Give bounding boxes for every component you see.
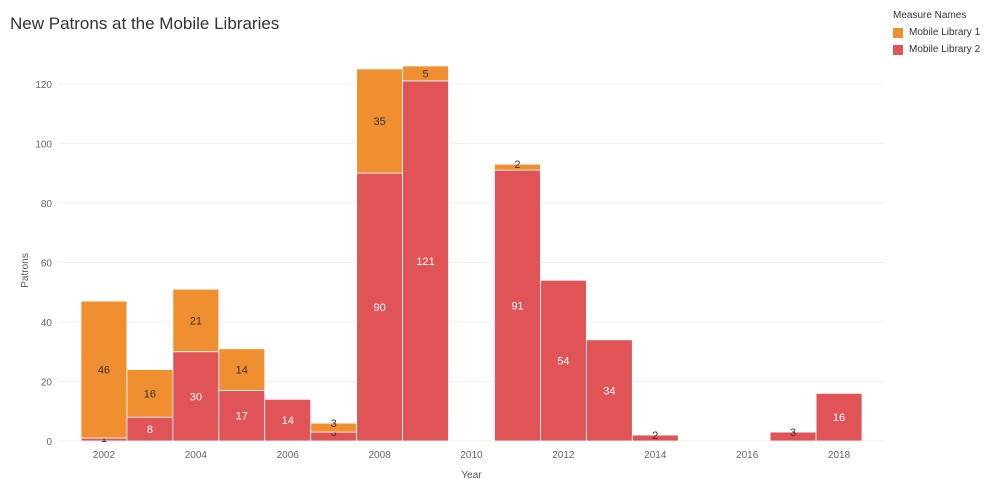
bar-label-ml2-2006: 14 — [282, 415, 294, 427]
y-tick-label-40: 40 — [41, 318, 53, 329]
x-axis-title: Year — [461, 470, 482, 479]
bar-label-ml1-2005: 14 — [236, 365, 248, 377]
bar-label-ml2-2003: 8 — [147, 424, 153, 436]
bar-ml1-2009 — [402, 65, 449, 82]
bar-ml2-2009 — [402, 80, 449, 442]
legend-label-2: Mobile Library 2 — [909, 44, 981, 55]
legend-swatch-2 — [893, 44, 903, 55]
bar-label-ml2-2017: 3 — [790, 427, 796, 439]
bar-ml1-2002 — [80, 300, 128, 439]
x-tick-label-2016: 2016 — [736, 450, 759, 461]
y-tick-label-0: 0 — [46, 437, 52, 448]
bar-ml2-2006 — [264, 398, 312, 442]
bar-label-ml1-2004: 21 — [190, 315, 202, 327]
bar-label-ml2-2009: 121 — [416, 256, 434, 268]
y-axis-title: Patrons — [20, 253, 31, 287]
bar-ml2-2013 — [585, 339, 633, 442]
bar-label-ml2-2014: 2 — [652, 430, 658, 442]
bar-ml2-2014 — [631, 434, 679, 442]
x-tick-label-2014: 2014 — [644, 450, 667, 461]
bar-label-ml1-2003: 16 — [144, 388, 156, 400]
legend-item-mobile-library-2[interactable]: Mobile Library 2 — [893, 41, 980, 58]
bar-label-ml2-2012: 54 — [557, 356, 569, 368]
bar-label-ml2-2013: 34 — [603, 385, 615, 397]
x-tick-label-2012: 2012 — [552, 450, 575, 461]
x-tick-label-2018: 2018 — [828, 450, 851, 461]
y-tick-label-20: 20 — [41, 377, 53, 388]
bar-label-ml2-2018: 16 — [833, 412, 845, 424]
y-tick-label-60: 60 — [41, 258, 53, 269]
bar-ml2-2004 — [172, 351, 220, 442]
legend: Measure Names Mobile Library 1 Mobile Li… — [893, 10, 980, 58]
bar-label-ml2-2005: 17 — [236, 411, 248, 423]
y-tick-label-120: 120 — [35, 80, 52, 91]
bar-ml2-2008 — [356, 172, 403, 442]
x-tick-label-2006: 2006 — [277, 450, 300, 461]
bar-label-ml1-2007: 3 — [331, 418, 337, 430]
bar-label-ml2-2004: 30 — [190, 391, 202, 403]
x-tick-label-2010: 2010 — [460, 450, 483, 461]
x-tick-label-2004: 2004 — [185, 450, 208, 461]
bar-label-ml2-2011: 91 — [511, 301, 523, 313]
legend-swatch-1 — [893, 27, 903, 38]
y-tick-label-80: 80 — [41, 199, 53, 210]
bar-label-ml1-2002: 46 — [98, 365, 110, 377]
x-tick-label-2008: 2008 — [368, 450, 391, 461]
bar-label-ml2-2002: 1 — [101, 433, 107, 445]
bar-ml2-2012 — [540, 279, 587, 442]
bar-ml1-2008 — [356, 68, 403, 174]
bar-ml1-2004 — [172, 288, 220, 353]
bar-label-ml2-2008: 90 — [373, 302, 385, 314]
chart-title: New Patrons at the Mobile Libraries — [10, 14, 280, 33]
y-tick-label-100: 100 — [35, 139, 52, 150]
x-tick-label-2002: 2002 — [93, 450, 116, 461]
legend-label-1: Mobile Library 1 — [909, 27, 981, 38]
bar-label-ml1-2011: 2 — [514, 159, 520, 171]
bar-label-ml2-2007: 3 — [331, 427, 337, 439]
bar-ml2-2018 — [815, 392, 863, 442]
legend-item-mobile-library-1[interactable]: Mobile Library 1 — [893, 24, 980, 41]
bar-ml1-2005 — [218, 348, 266, 391]
legend-title: Measure Names — [893, 10, 967, 21]
bar-label-ml1-2009: 5 — [422, 68, 428, 80]
bar-ml1-2011 — [494, 163, 541, 171]
bar-label-ml1-2008: 35 — [373, 116, 385, 128]
bar-ml2-2011 — [494, 169, 541, 442]
